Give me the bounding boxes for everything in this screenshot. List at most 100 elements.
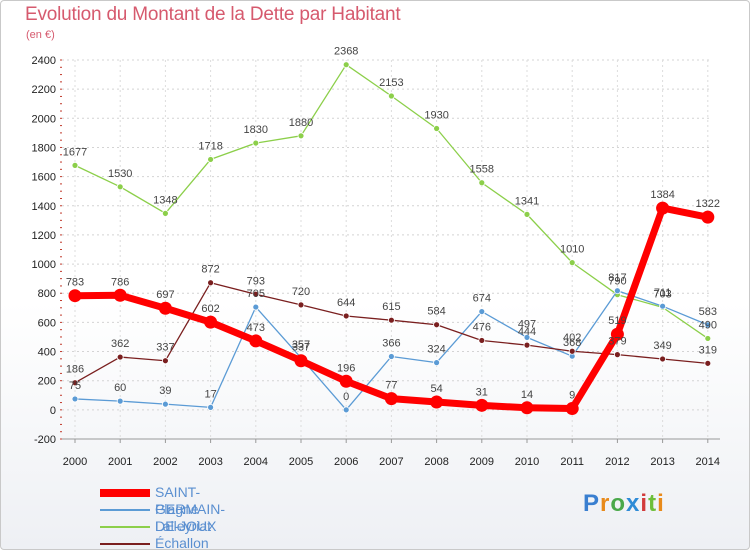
y-tick-label: 1200	[32, 230, 56, 242]
data-label: 357	[292, 339, 310, 351]
data-point	[161, 400, 169, 408]
data-point	[207, 156, 215, 163]
data-point	[565, 402, 579, 416]
data-label: 402	[563, 332, 581, 344]
data-point	[161, 209, 169, 217]
data-point	[659, 302, 666, 310]
data-label: 54	[430, 383, 442, 395]
data-point	[478, 337, 486, 344]
data-label: 1930	[424, 110, 448, 122]
data-point	[387, 353, 395, 360]
data-label: 1348	[153, 194, 177, 206]
legend-swatch	[100, 526, 150, 528]
data-label: 703	[653, 288, 671, 300]
legend-label: Échallon	[155, 535, 209, 551]
data-point	[342, 312, 350, 320]
x-tick-label: 2014	[696, 456, 720, 468]
data-labels: 783 786 697 602 473 337 196 77 54 31 14 9 519 1384 132…	[63, 46, 720, 403]
data-label: 186	[66, 364, 84, 376]
legend-swatch	[100, 489, 150, 497]
data-point	[614, 287, 621, 295]
y-tick-label: 2000	[32, 113, 56, 125]
data-point	[704, 359, 712, 367]
legend-swatch	[100, 543, 150, 545]
data-label: 39	[159, 385, 171, 397]
data-label: 366	[382, 337, 400, 349]
data-label: 60	[114, 382, 126, 394]
data-label: 720	[292, 286, 310, 298]
data-point	[704, 321, 712, 329]
data-point	[342, 406, 350, 414]
data-label: 473	[247, 322, 265, 334]
y-tick-label: -200	[34, 434, 56, 446]
data-label: 337	[292, 342, 310, 354]
data-label: 1830	[244, 124, 268, 136]
logo-letter: P	[583, 490, 601, 517]
data-point	[249, 334, 263, 348]
x-tick-label: 2006	[334, 456, 358, 468]
data-label: 490	[699, 319, 717, 331]
data-point	[207, 279, 215, 287]
data-label: 519	[608, 315, 626, 327]
axes: -200020040060080010001200140016001800200…	[32, 55, 721, 468]
data-label: 2153	[379, 77, 403, 89]
logo-letter: x	[626, 490, 641, 517]
data-point	[433, 321, 441, 329]
y-tick-label: 1000	[32, 259, 56, 271]
legend-label: SAINT-GERMAIN-DE-JOUX	[155, 484, 225, 534]
data-point	[158, 301, 172, 315]
y-tick-label: 200	[38, 376, 56, 388]
y-tick-label: 1400	[32, 201, 56, 213]
data-point	[252, 290, 260, 298]
data-point	[656, 201, 670, 215]
data-label: 14	[521, 389, 533, 401]
y-tick-label: 2200	[32, 84, 56, 96]
legend-label: Lalleyriat	[155, 518, 212, 534]
data-point	[207, 403, 215, 411]
x-tick-label: 2001	[108, 456, 132, 468]
data-point	[116, 353, 124, 361]
data-point	[387, 92, 395, 100]
logo-letter: t	[648, 490, 658, 517]
data-point	[433, 359, 441, 367]
data-point	[116, 183, 124, 191]
logo-letter: i	[640, 490, 649, 517]
legend-swatch	[100, 509, 150, 511]
data-point	[523, 210, 531, 218]
data-label: 1677	[63, 146, 87, 158]
data-label: 1341	[515, 195, 539, 207]
logo-letter: r	[600, 490, 611, 517]
data-point	[116, 397, 124, 405]
chart-title: Evolution du Montant de la Dette par Hab…	[25, 4, 401, 25]
data-label: 711	[654, 287, 672, 299]
data-point	[387, 316, 395, 324]
data-point	[520, 401, 534, 415]
data-point	[339, 374, 353, 388]
data-label: 705	[247, 288, 265, 300]
chart-subtitle: (en €)	[26, 29, 55, 41]
data-label: 602	[201, 303, 219, 315]
data-label: 77	[385, 380, 397, 392]
data-point	[204, 315, 218, 329]
x-tick-label: 2008	[424, 456, 448, 468]
x-tick-label: 2009	[470, 456, 494, 468]
y-tick-label: 2400	[32, 55, 56, 67]
data-label: 444	[518, 326, 536, 338]
data-label: 615	[382, 301, 400, 313]
data-point	[161, 357, 169, 365]
x-tick-label: 2010	[515, 456, 539, 468]
data-point	[701, 210, 715, 224]
data-label: 31	[476, 386, 488, 398]
data-label: 319	[699, 344, 717, 356]
data-point	[342, 61, 350, 69]
data-label: 0	[343, 391, 349, 403]
data-point	[71, 395, 79, 403]
data-label: 583	[699, 306, 717, 318]
x-tick-label: 2012	[605, 456, 629, 468]
data-label: 1384	[650, 189, 674, 201]
grid	[62, 59, 710, 440]
data-label: 1880	[289, 117, 313, 129]
y-tick-label: 600	[38, 317, 56, 329]
data-label: 368	[563, 337, 581, 349]
data-point	[297, 301, 305, 309]
